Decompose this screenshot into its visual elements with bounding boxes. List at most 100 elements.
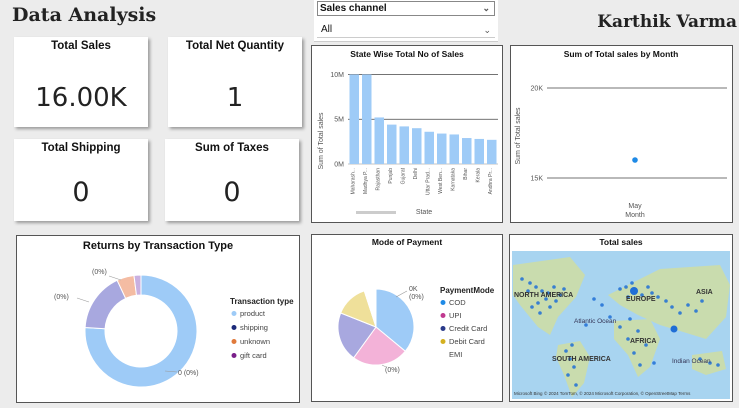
- state-bar[interactable]: [362, 74, 372, 164]
- returns-chart[interactable]: Returns by Transaction Type (0%) (0%) 0 …: [16, 235, 300, 403]
- map-sales-dot[interactable]: [540, 289, 544, 293]
- state-bar[interactable]: [374, 117, 385, 164]
- map-sales-dot[interactable]: [608, 315, 612, 319]
- map-sales-dot[interactable]: [670, 305, 674, 309]
- state-sales-chart[interactable]: State Wise Total No of Sales 10M 5M 0M Mah…: [311, 45, 503, 223]
- legend-label[interactable]: Credit Card: [449, 324, 487, 333]
- map-sales-dot[interactable]: [528, 281, 532, 285]
- map-sales-dot[interactable]: [570, 343, 574, 347]
- map-sales-dot[interactable]: [592, 297, 596, 301]
- leader-line: [108, 275, 122, 281]
- map-sales-dot[interactable]: [698, 357, 702, 361]
- legend-label[interactable]: UPI: [449, 311, 462, 320]
- map-sales-dot[interactable]: [646, 285, 650, 289]
- chevron-down-icon[interactable]: ⌄: [483, 25, 491, 35]
- legend-label[interactable]: product: [240, 309, 266, 318]
- state-bar[interactable]: [399, 126, 410, 164]
- state-bar[interactable]: [462, 138, 472, 164]
- map-sales-dot[interactable]: [652, 361, 656, 365]
- map-sales-dot[interactable]: [630, 281, 634, 285]
- kpi-total-sales[interactable]: Total Sales 16.00K: [14, 37, 148, 127]
- map-sales-dot[interactable]: [632, 351, 636, 355]
- map-sales-dot[interactable]: [630, 287, 638, 295]
- state-bar[interactable]: [437, 133, 447, 164]
- map-sales-dot[interactable]: [716, 363, 720, 367]
- x-tick-label: Delhi: [413, 168, 419, 179]
- sales-map[interactable]: Total sales NORTH AMERICA EUROPE ASIA At…: [509, 234, 733, 402]
- state-bar[interactable]: [487, 139, 497, 164]
- month-sales-chart[interactable]: Sum of Total sales by Month 20K 15K Sum o…: [510, 45, 733, 223]
- map-sales-dot[interactable]: [708, 361, 712, 365]
- map-sales-dot[interactable]: [640, 293, 644, 297]
- map-sales-dot[interactable]: [568, 357, 572, 361]
- payment-slice[interactable]: [363, 288, 377, 328]
- map-sales-dot[interactable]: [650, 291, 654, 295]
- state-bar[interactable]: [349, 74, 360, 164]
- map-sales-dot[interactable]: [694, 309, 698, 313]
- map-sales-dot[interactable]: [558, 293, 562, 297]
- legend-label[interactable]: EMI: [449, 350, 462, 359]
- map-sales-dot[interactable]: [520, 277, 524, 281]
- map-sales-dot[interactable]: [564, 349, 568, 353]
- map-sales-dot[interactable]: [544, 297, 548, 301]
- map-sales-dot[interactable]: [530, 305, 534, 309]
- map-sales-dot[interactable]: [534, 285, 538, 289]
- payment-slice[interactable]: [375, 288, 415, 352]
- map-sales-dot[interactable]: [686, 303, 690, 307]
- map-sales-dot[interactable]: [574, 383, 578, 387]
- payment-slice[interactable]: [352, 326, 406, 366]
- map-sales-dot[interactable]: [538, 311, 542, 315]
- sales-channel-slicer[interactable]: Sales channel ⌄ All ⌄: [314, 0, 498, 42]
- month-data-point[interactable]: [632, 157, 638, 163]
- legend-label[interactable]: COD: [449, 298, 466, 307]
- legend-label[interactable]: shipping: [240, 323, 268, 332]
- state-bar[interactable]: [387, 124, 397, 164]
- map-sales-dot[interactable]: [618, 287, 622, 291]
- map-sales-dot[interactable]: [554, 299, 558, 303]
- chevron-down-icon[interactable]: ⌄: [482, 3, 490, 13]
- map-sales-dot[interactable]: [644, 343, 648, 347]
- map-sales-dot[interactable]: [562, 287, 566, 291]
- kpi-total-shipping[interactable]: Total Shipping 0: [14, 139, 148, 221]
- state-bar[interactable]: [412, 128, 422, 164]
- slicer-field-header[interactable]: Sales channel ⌄: [317, 1, 495, 16]
- map-sales-dot[interactable]: [678, 311, 682, 315]
- map-sales-dot[interactable]: [572, 365, 576, 369]
- state-bar[interactable]: [474, 138, 485, 164]
- map-sales-dot[interactable]: [566, 373, 570, 377]
- returns-slice[interactable]: [84, 279, 127, 330]
- map-sales-dot[interactable]: [624, 285, 628, 289]
- map-sales-dot[interactable]: [636, 329, 640, 333]
- legend-label[interactable]: unknown: [240, 337, 270, 346]
- map-sales-dot[interactable]: [536, 301, 540, 305]
- map-sales-dot[interactable]: [552, 285, 556, 289]
- kpi-total-net-quantity[interactable]: Total Net Quantity 1: [168, 37, 302, 127]
- map-sales-dot[interactable]: [618, 325, 622, 329]
- kpi-sum-of-taxes[interactable]: Sum of Taxes 0: [165, 139, 299, 221]
- map-sales-dot[interactable]: [670, 325, 678, 333]
- legend-label[interactable]: gift card: [240, 351, 267, 360]
- map-sales-dot[interactable]: [626, 295, 630, 299]
- scrollbar[interactable]: [356, 211, 396, 214]
- payment-chart[interactable]: Mode of Payment 0K (0%) (0%) PaymentMode…: [311, 234, 503, 402]
- map-sales-dot[interactable]: [526, 289, 530, 293]
- returns-slice[interactable]: [133, 274, 142, 296]
- map-sales-dot[interactable]: [584, 323, 588, 327]
- returns-label-1: (0%): [54, 294, 69, 301]
- state-bar[interactable]: [424, 131, 435, 164]
- map-sales-dot[interactable]: [656, 295, 660, 299]
- state-bar[interactable]: [449, 134, 460, 164]
- sales-map-svg[interactable]: Total sales NORTH AMERICA EUROPE ASIA At…: [510, 235, 732, 401]
- map-sales-dot[interactable]: [626, 337, 630, 341]
- map-sales-dot[interactable]: [546, 291, 550, 295]
- map-sales-dot[interactable]: [600, 303, 604, 307]
- legend-label[interactable]: Debit Card: [449, 337, 485, 346]
- slicer-dropdown[interactable]: All ⌄: [317, 22, 495, 38]
- returns-slice[interactable]: [84, 274, 198, 388]
- map-sales-dot[interactable]: [664, 299, 668, 303]
- map-sales-dot[interactable]: [628, 317, 632, 321]
- map-sales-dot[interactable]: [700, 299, 704, 303]
- map-sales-dot[interactable]: [548, 305, 552, 309]
- payment-slice[interactable]: [337, 312, 377, 359]
- map-sales-dot[interactable]: [638, 363, 642, 367]
